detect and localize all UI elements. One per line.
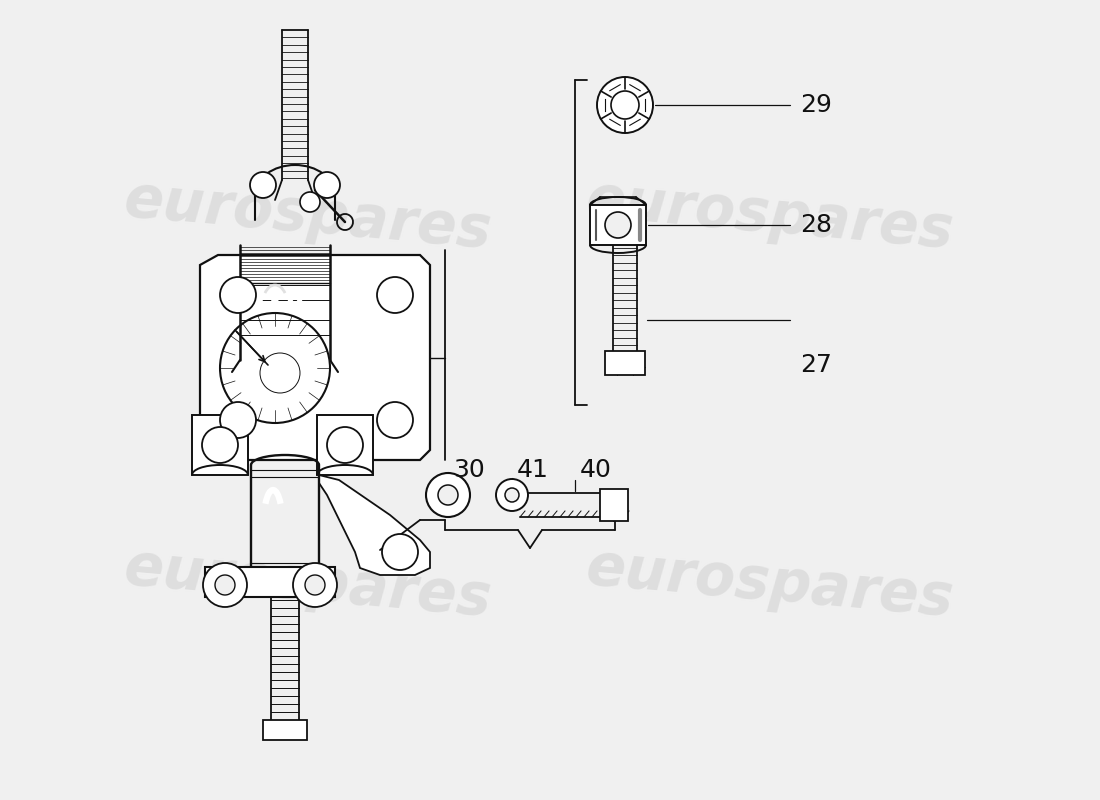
- Text: 41: 41: [517, 458, 549, 482]
- Text: 28: 28: [800, 213, 832, 237]
- Circle shape: [327, 427, 363, 463]
- Text: eurospares: eurospares: [584, 171, 956, 261]
- Bar: [590, 205, 646, 245]
- Circle shape: [597, 77, 653, 133]
- Circle shape: [202, 427, 238, 463]
- Circle shape: [438, 485, 458, 505]
- Circle shape: [300, 192, 320, 212]
- Circle shape: [250, 172, 276, 198]
- Circle shape: [220, 277, 256, 313]
- Bar: [263, 720, 307, 740]
- Circle shape: [220, 402, 256, 438]
- Circle shape: [496, 479, 528, 511]
- Text: eurospares: eurospares: [122, 171, 494, 261]
- Bar: [605, 351, 645, 375]
- Text: 30: 30: [453, 458, 485, 482]
- Circle shape: [605, 212, 631, 238]
- Circle shape: [293, 563, 337, 607]
- Circle shape: [426, 473, 470, 517]
- Text: eurospares: eurospares: [122, 539, 494, 629]
- Circle shape: [382, 534, 418, 570]
- Text: 40: 40: [580, 458, 612, 482]
- Circle shape: [214, 575, 235, 595]
- Bar: [600, 489, 628, 521]
- Bar: [317, 415, 373, 475]
- Text: eurospares: eurospares: [584, 539, 956, 629]
- Text: 29: 29: [800, 93, 832, 117]
- Bar: [205, 567, 336, 597]
- Circle shape: [314, 172, 340, 198]
- Circle shape: [305, 575, 324, 595]
- Text: 27: 27: [800, 353, 832, 377]
- Circle shape: [377, 277, 412, 313]
- Polygon shape: [200, 255, 430, 460]
- Circle shape: [610, 91, 639, 119]
- Circle shape: [377, 402, 412, 438]
- Circle shape: [204, 563, 248, 607]
- Polygon shape: [319, 475, 430, 575]
- Bar: [192, 415, 248, 475]
- Circle shape: [505, 488, 519, 502]
